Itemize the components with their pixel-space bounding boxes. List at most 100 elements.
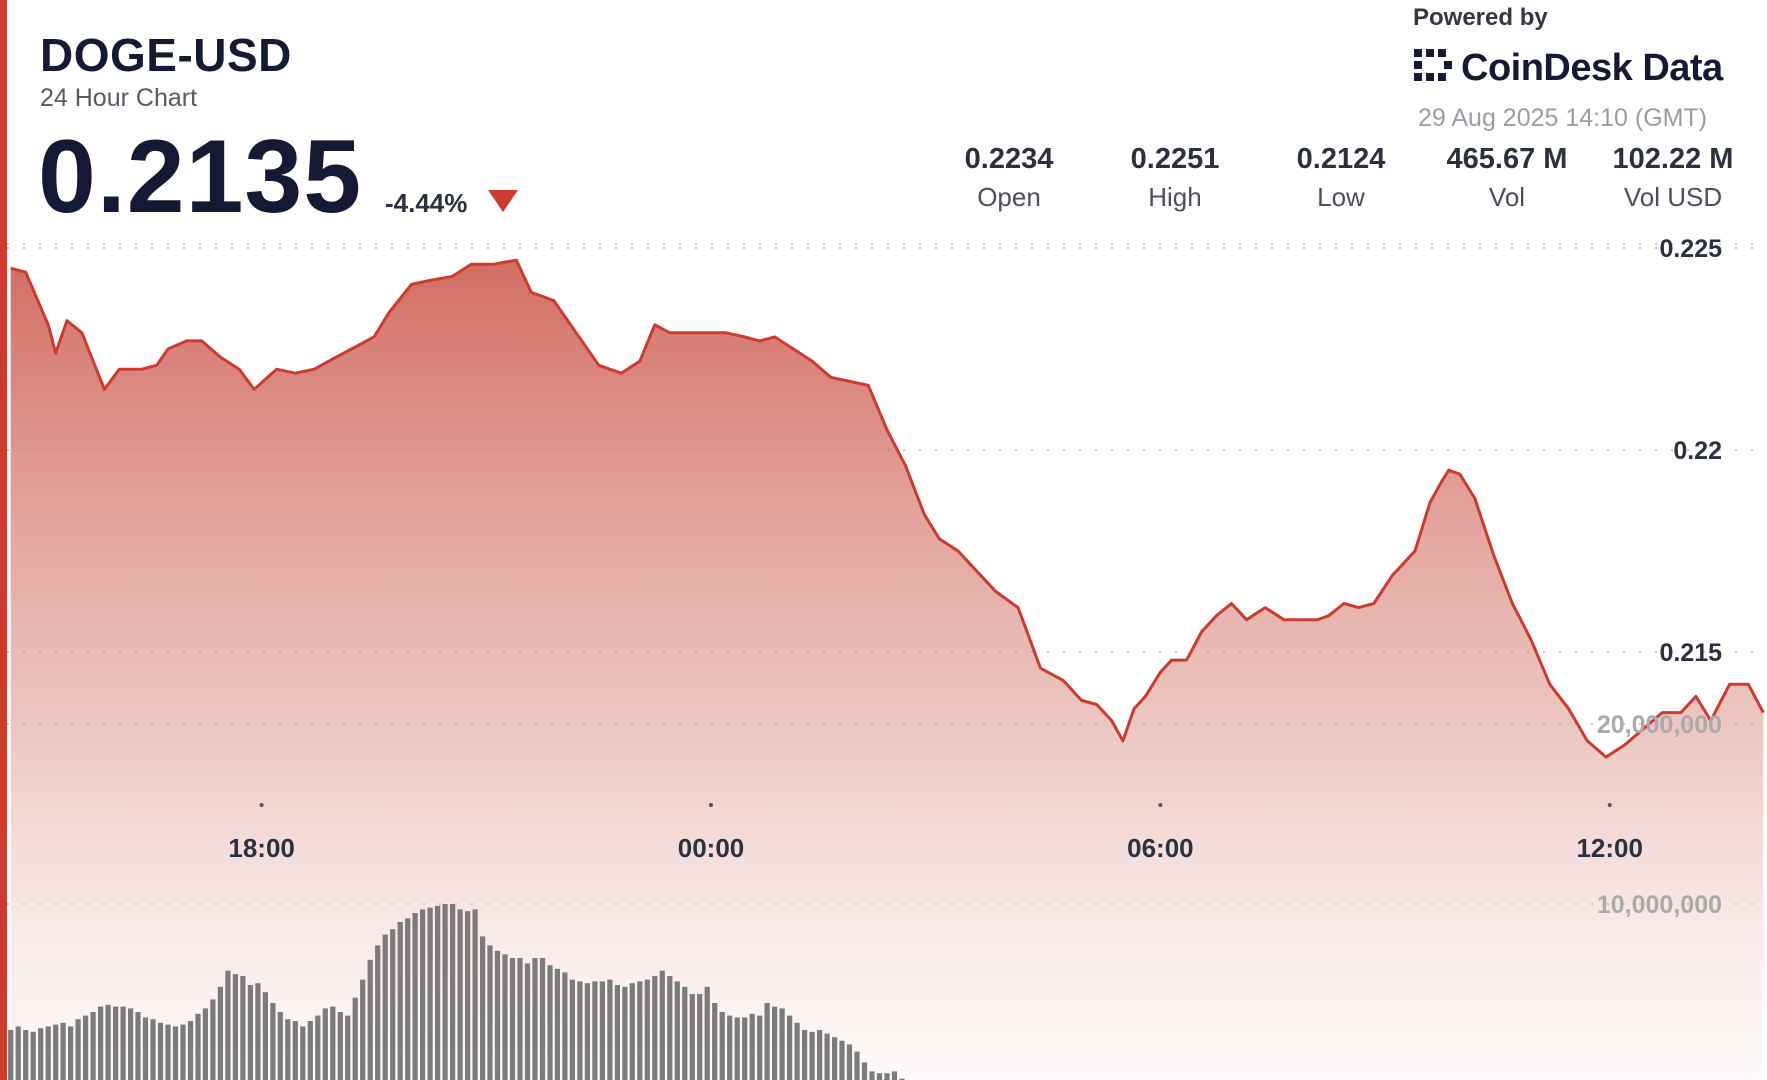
volume-bar (128, 1008, 134, 1080)
volume-bar (232, 974, 238, 1080)
stat-label: Vol (1488, 182, 1526, 212)
volume-bar (854, 1051, 860, 1080)
volume-bar (202, 1008, 208, 1080)
volume-bar (75, 1019, 81, 1080)
price-line (10, 258, 1765, 759)
stat-label: Low (1317, 182, 1365, 212)
volume-bar (98, 1006, 104, 1080)
volume-bar (599, 981, 605, 1080)
volume-bar (869, 1071, 875, 1080)
volume-bar (614, 985, 620, 1080)
volume-bar (802, 1030, 808, 1080)
volume-bar (554, 968, 560, 1080)
stat-low: 0.2124 Low (1261, 143, 1421, 213)
x-tick-mark (1607, 803, 1612, 807)
volume-bar (577, 981, 583, 1080)
volume-bar (8, 1030, 14, 1080)
volume-bar (412, 913, 418, 1080)
price-tick-label: 0.215 (1659, 639, 1722, 667)
volume-bar (83, 1015, 89, 1080)
volume-bar (135, 1012, 141, 1080)
volume-bar (607, 979, 613, 1080)
volume-bar (157, 1022, 164, 1080)
volume-bar (772, 1006, 778, 1080)
volume-bar (337, 1012, 343, 1080)
volume-bar (629, 983, 635, 1080)
ticker-symbol: DOGE-USD (40, 29, 292, 81)
volume-bar (494, 950, 501, 1080)
volume-bar (682, 986, 688, 1080)
volume-bar (667, 976, 673, 1080)
volume-bar (457, 909, 463, 1080)
volume-bar (172, 1026, 179, 1080)
volume-bar (270, 1003, 276, 1080)
volume-bar (876, 1073, 883, 1080)
stat-high: 0.2251 High (1095, 143, 1255, 213)
volume-bar (240, 976, 246, 1080)
volume-bar (562, 972, 568, 1080)
volume-bar (584, 983, 590, 1080)
price-tick-label: 0.225 (1659, 235, 1722, 263)
volume-bar (255, 983, 261, 1080)
volume-bar (465, 911, 471, 1080)
volume-bar (23, 1030, 29, 1080)
x-tick-mark (1158, 803, 1163, 807)
stat-value: 465.67 M (1446, 143, 1568, 175)
volume-bar (113, 1006, 119, 1080)
volume-bar (547, 965, 553, 1080)
volume-bar (659, 970, 665, 1080)
volume-bar (891, 1071, 898, 1080)
stat-open: 0.2234 Open (929, 143, 1089, 213)
volume-bar (367, 959, 373, 1080)
stat-value: 0.2234 (964, 143, 1054, 175)
volume-bar (532, 958, 538, 1080)
volume-bar (502, 954, 508, 1080)
volume-bar (285, 1019, 291, 1080)
x-tick-mark (709, 803, 713, 807)
volume-bar (247, 985, 253, 1080)
chart-subtitle: 24 Hour Chart (40, 84, 198, 112)
volume-bar (277, 1012, 283, 1080)
volume-bar (704, 986, 710, 1080)
volume-bar (757, 1015, 763, 1080)
volume-bar (779, 1008, 785, 1080)
volume-bar (292, 1021, 298, 1080)
volume-bar (509, 958, 516, 1080)
volume-tick-label: 10,000,000 (1597, 891, 1722, 919)
volume-bar (217, 986, 223, 1080)
volume-bar (442, 904, 448, 1080)
volume-bar (150, 1019, 156, 1080)
x-tick-label: 12:00 (1576, 833, 1643, 863)
volume-bar (45, 1026, 51, 1080)
triangle-down-icon (488, 190, 518, 212)
volume-bar (427, 907, 433, 1080)
timestamp: 29 Aug 2025 14:10 (GMT) (1418, 104, 1708, 132)
volume-bar (637, 981, 643, 1080)
x-tick-label: 18:00 (228, 833, 295, 863)
volume-bar (861, 1062, 868, 1080)
volume-bar (315, 1015, 321, 1080)
volume-bar (330, 1006, 336, 1080)
volume-bar (749, 1013, 755, 1080)
x-tick-mark (259, 803, 264, 807)
volume-bar (300, 1026, 306, 1080)
volume-bar (187, 1021, 194, 1080)
volume-bar (832, 1037, 838, 1080)
volume-bar (307, 1021, 313, 1080)
stat-label: High (1148, 182, 1202, 212)
volume-bar (727, 1015, 733, 1080)
volume-bar (225, 970, 231, 1080)
price-tick-label: 0.22 (1673, 437, 1722, 465)
volume-bar (899, 1078, 905, 1080)
volume-bar (53, 1024, 59, 1080)
stat-label: Open (977, 182, 1041, 212)
volume-bar (719, 1012, 725, 1080)
volume-bar (817, 1030, 823, 1080)
price-change: -4.44% (385, 188, 468, 218)
volume-bar (764, 1003, 770, 1080)
x-tick-label: 00:00 (678, 833, 745, 863)
volume-bar (105, 1004, 111, 1080)
volume-bar (734, 1017, 740, 1080)
volume-bar (30, 1031, 36, 1080)
